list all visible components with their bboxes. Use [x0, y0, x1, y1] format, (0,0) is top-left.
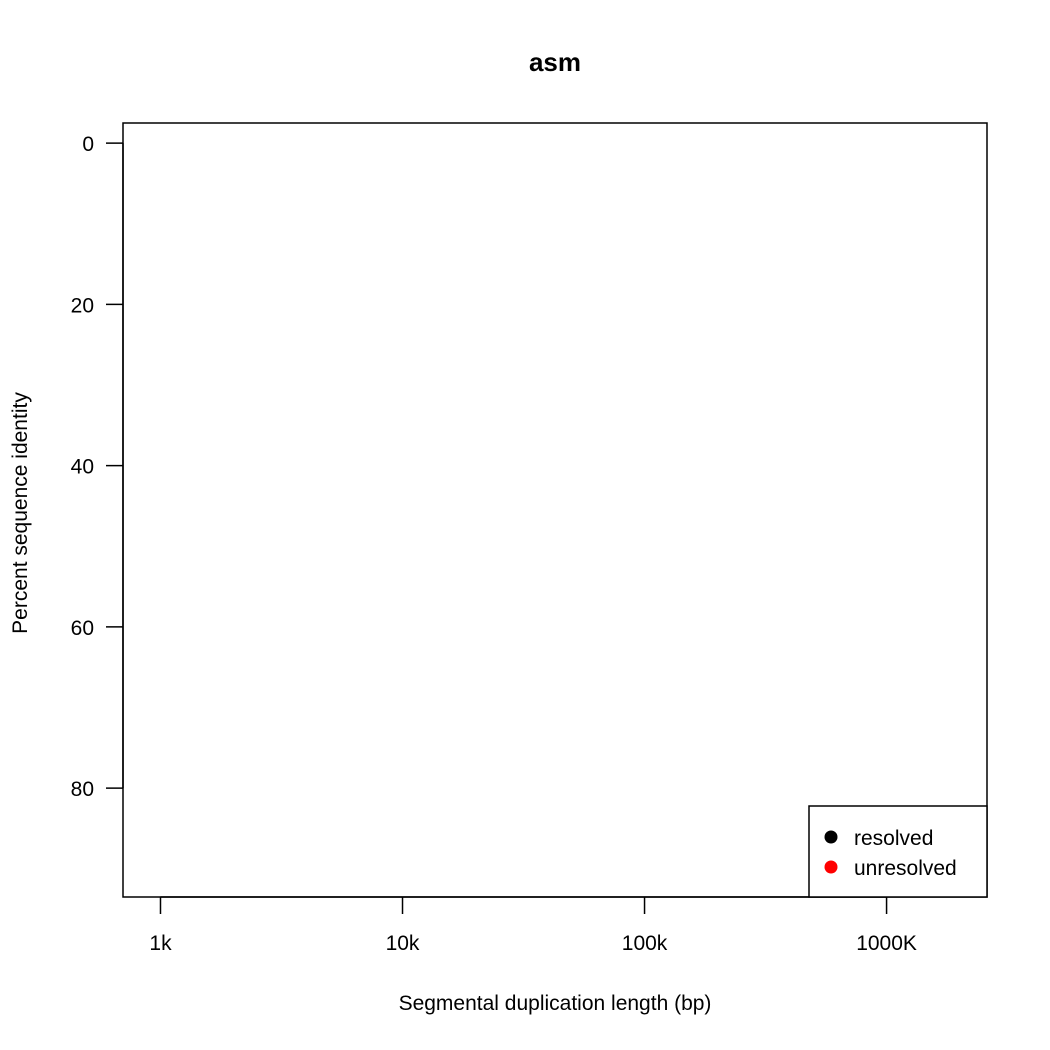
legend-box [808, 805, 988, 898]
y-axis-label: Percent sequence identity [9, 392, 32, 634]
y-tick-label: 20 [71, 294, 94, 317]
y-tick-label: 60 [71, 617, 94, 640]
x-tick-label: 10k [386, 932, 420, 955]
y-tick-label: 80 [71, 778, 94, 801]
x-tick-label: 1k [149, 932, 172, 955]
y-axis: 0 20 40 60 80 [71, 133, 124, 801]
legend-label-resolved: resolved [854, 827, 933, 850]
plot-area-frame [122, 122, 988, 898]
x-axis-label: Segmental duplication length (bp) [399, 992, 712, 1015]
legend-marker-resolved [824, 830, 838, 844]
legend: resolved unresolved [808, 805, 988, 898]
chart-title: asm [529, 47, 581, 77]
x-tick-label: 100k [622, 932, 668, 955]
y-tick-label: 0 [82, 133, 94, 156]
y-tick-label: 40 [71, 456, 94, 479]
legend-label-unresolved: unresolved [854, 857, 957, 880]
x-axis: 1k 10k 100k 1000K [149, 896, 917, 955]
x-tick-label: 1000K [856, 932, 917, 955]
legend-marker-unresolved [824, 860, 838, 874]
